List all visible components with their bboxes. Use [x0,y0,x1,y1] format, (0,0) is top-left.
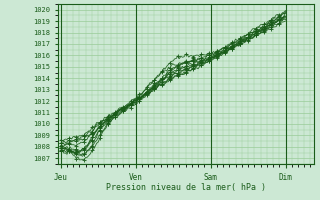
X-axis label: Pression niveau de la mer( hPa ): Pression niveau de la mer( hPa ) [106,183,266,192]
